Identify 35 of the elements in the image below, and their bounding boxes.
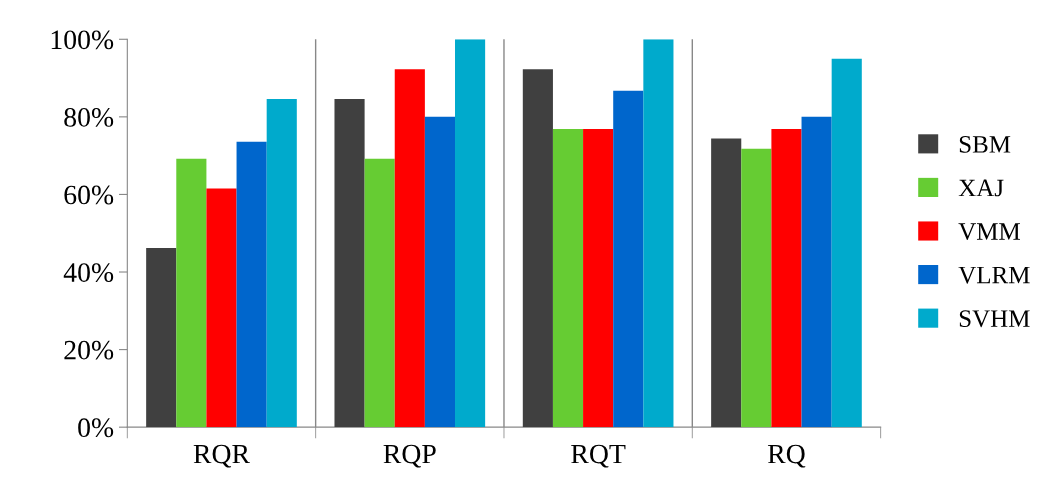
bar <box>643 39 674 428</box>
bar <box>801 116 832 428</box>
bar <box>741 148 772 428</box>
legend-label: XAJ <box>958 179 1004 197</box>
legend-label: SBM <box>959 135 1011 153</box>
y-tick-label: 100% <box>51 30 114 50</box>
bar <box>334 99 365 428</box>
bar <box>236 141 267 428</box>
y-tick-label: 20% <box>64 340 114 360</box>
legend-label: SVHM <box>959 310 1030 328</box>
x-tick-label: RQT <box>571 444 626 468</box>
bar <box>424 116 456 428</box>
x-tick-label: RQ <box>767 444 806 468</box>
bar <box>206 188 237 428</box>
bar <box>613 90 644 428</box>
y-tick-label: 0% <box>78 418 114 438</box>
bar <box>176 158 207 428</box>
bar <box>771 128 802 428</box>
legend-label: VLRM <box>958 266 1030 284</box>
bar <box>364 158 395 428</box>
bar <box>522 69 553 428</box>
bar <box>266 99 297 428</box>
y-tick-label: 60% <box>64 185 114 205</box>
bar <box>711 138 742 428</box>
y-tick-label: 40% <box>63 263 114 283</box>
bar <box>552 128 584 428</box>
legend-label: VMM <box>958 223 1020 241</box>
bar <box>455 39 486 428</box>
bar <box>146 247 177 428</box>
x-tick-label: RQR <box>193 444 250 468</box>
bar <box>583 128 614 428</box>
x-tick-label: RQP <box>383 444 436 468</box>
bar <box>831 58 862 428</box>
bar <box>394 69 425 428</box>
y-tick-label: 80% <box>64 108 114 127</box>
